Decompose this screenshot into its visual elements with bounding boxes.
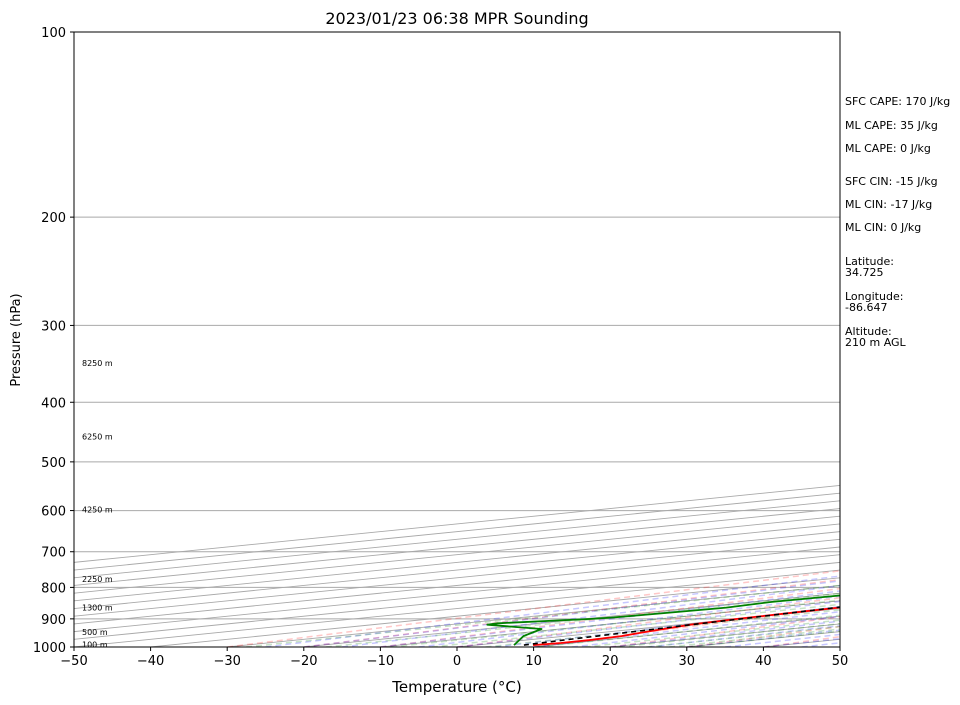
x-tick-label: 20 (602, 654, 619, 669)
moist-adiabat-line (418, 595, 840, 647)
y-tick-label: 700 (41, 546, 66, 561)
isotherm-line (74, 515, 840, 594)
isotherm-line (74, 492, 840, 571)
x-tick-label: 0 (453, 654, 461, 669)
sounding-parameters-panel: SFC CAPE: 170 J/kg ML CAPE: 35 J/kg ML CAP… (845, 0, 960, 705)
height-label: 6250 m (82, 433, 113, 442)
sidebar-parameter: SFC CAPE: 170 J/kg (845, 95, 951, 108)
sidebar-parameter: Latitude: (845, 255, 894, 268)
x-tick-label: −40 (137, 654, 164, 669)
sidebar-parameter: 34.725 (845, 266, 884, 279)
x-tick-label: −20 (290, 654, 317, 669)
x-tick-label: 30 (679, 654, 696, 669)
grid-layer (74, 216, 840, 647)
x-tick-label: 50 (832, 654, 849, 669)
isotherm-line (74, 561, 840, 640)
x-tick-label: 40 (755, 654, 772, 669)
y-tick-label: 400 (41, 396, 66, 411)
x-tick-label: −30 (213, 654, 240, 669)
chart-title: 2023/01/23 06:38 MPR Sounding (325, 9, 588, 28)
height-label: 4250 m (82, 506, 113, 515)
moist-adiabat-line (342, 585, 840, 647)
sidebar-parameter: ML CIN: -17 J/kg (845, 198, 933, 211)
sidebar-parameter: SFC CIN: -15 J/kg (845, 175, 938, 188)
sidebar-parameter: ML CAPE: 0 J/kg (845, 142, 931, 155)
x-tick-label: 10 (525, 654, 542, 669)
isotherm-line (74, 569, 840, 647)
sidebar-parameter: -86.647 (845, 301, 888, 314)
isotherm-line (74, 500, 840, 579)
sidebar-parameter: 210 m AGL (845, 336, 906, 349)
height-label: 100 m (82, 640, 108, 649)
height-labels: 100 m 500 m 1300 m 2250 m 4250 m 6250 m 8250 m (82, 359, 113, 650)
y-tick-label: 200 (41, 211, 66, 226)
y-tick-label: 500 (41, 456, 66, 471)
y-tick-label: 900 (41, 613, 66, 628)
y-tick-label: 300 (41, 319, 66, 334)
series-layer (486, 594, 840, 646)
isotherm-line (74, 508, 840, 586)
isotherm-line (74, 485, 840, 563)
moist-adiabat-line (456, 600, 840, 647)
isotherm-line (74, 523, 840, 602)
x-tick-label: −50 (60, 654, 87, 669)
y-tick-label: 800 (41, 581, 66, 596)
y-tick-label: 1000 (33, 641, 66, 656)
isotherm-line (74, 538, 840, 617)
moist-adiabat-line (380, 590, 840, 647)
height-label: 1300 m (82, 604, 113, 613)
height-label: 2250 m (82, 575, 113, 584)
height-label: 8250 m (82, 359, 113, 368)
y-tick-label: 100 (41, 26, 66, 41)
mixing-ratio-line (246, 584, 840, 647)
dewpoint-line (486, 594, 840, 646)
isotherm-line (74, 546, 840, 625)
x-tick-label: −10 (367, 654, 394, 669)
sidebar-parameter: Longitude: (845, 290, 904, 303)
moist-adiabat-line (265, 575, 840, 647)
y-tick-label: 600 (41, 505, 66, 520)
isotherm-line (74, 531, 840, 609)
sidebar-parameter: ML CIN: 0 J/kg (845, 221, 922, 234)
isotherm-line (74, 554, 840, 633)
sidebar-parameter: Altitude: (845, 325, 892, 338)
height-label: 500 m (82, 628, 108, 637)
axis-layer: −50 −40 −30 −20 −10 0 10 20 30 40 50 100 200 300 400 50… (33, 26, 848, 669)
x-axis-label: Temperature (°C) (391, 678, 521, 696)
sidebar-parameter: ML CAPE: 35 J/kg (845, 119, 938, 132)
y-axis-label: Pressure (hPa) (9, 293, 24, 386)
